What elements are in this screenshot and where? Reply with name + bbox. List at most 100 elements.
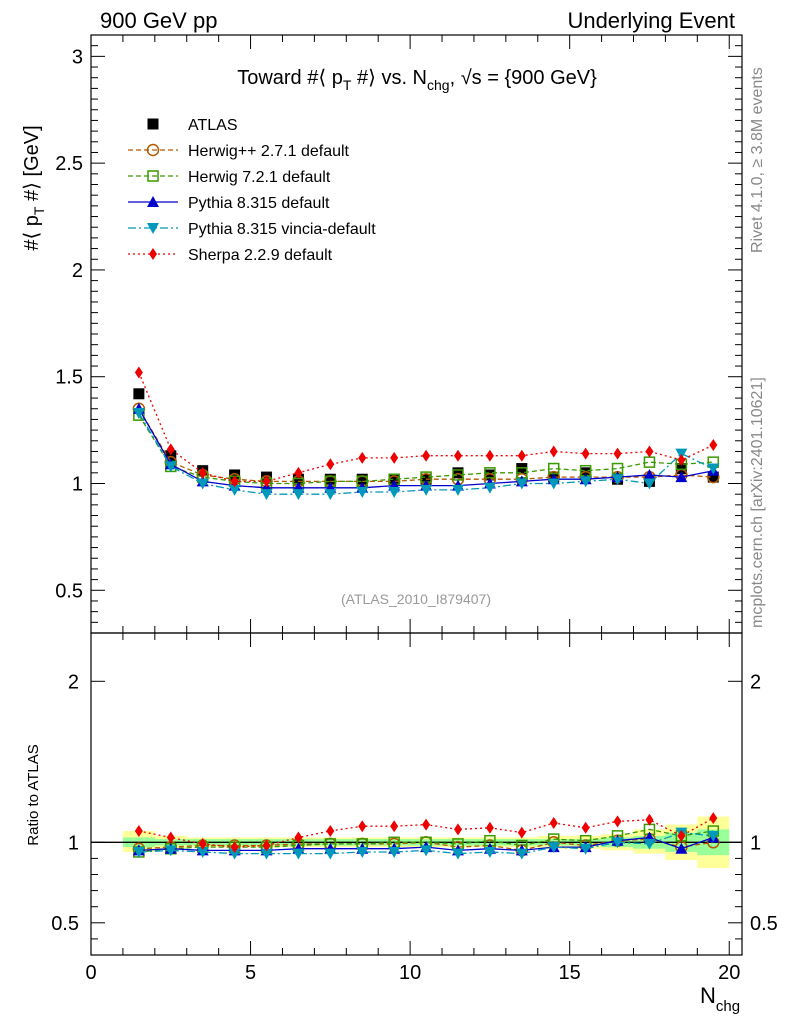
legend-marker-pythia	[147, 196, 159, 207]
ratio-frame	[90, 632, 743, 956]
title-sub-pt: T	[343, 77, 352, 93]
ratio-point-vincia	[260, 848, 273, 860]
title-sub-chg: chg	[427, 77, 450, 93]
main-point-vincia	[515, 478, 528, 490]
ratio-point-sherpa	[613, 815, 622, 828]
ratio-point-sherpa	[390, 820, 399, 833]
x-tick-label: 15	[559, 962, 581, 984]
ratio-point-sherpa	[166, 831, 175, 844]
main-point-ATLAS	[580, 467, 592, 479]
ratio-point-vincia	[164, 845, 177, 857]
main-point-ATLAS	[707, 471, 719, 483]
main-line-sherpa	[138, 372, 714, 483]
main-point-pythia	[675, 471, 688, 483]
mcplots-label: mcplots.cern.ch [arXiv:2401.10621]	[749, 377, 766, 628]
legend-label-pythia: Pythia 8.315 default	[188, 195, 330, 212]
legend-label-ATLAS: ATLAS	[188, 117, 238, 134]
title-part-pre: Toward #⟨ p	[237, 67, 343, 89]
ratio-point-vincia	[483, 846, 496, 858]
ratio-point-vincia	[643, 838, 656, 850]
x-tick-label: 20	[718, 962, 740, 984]
main-point-vincia	[164, 461, 177, 473]
main-panel: 0.511.522.53 Toward #⟨ pT #⟩ vs. Nchg, √…	[21, 34, 743, 634]
ratio-point-vincia	[451, 848, 464, 860]
ratio-panel: 0.5 0.51 12 20 5 10 15 20 Ratio to ATLAS Nchg	[25, 632, 778, 1015]
main-y-tick-label: 1.5	[55, 367, 83, 389]
ratio-point-sherpa	[517, 826, 526, 839]
main-y-tick-label: 2.5	[55, 153, 83, 175]
main-point-sherpa	[134, 366, 143, 379]
main-ticks: 0.5 1 1.5 2 2.5 3	[55, 35, 742, 633]
main-y-tick-label: 2	[72, 260, 83, 282]
legend-marker-vincia	[147, 223, 159, 234]
main-point-vincia	[292, 489, 305, 501]
header-right: Underlying Event	[567, 8, 735, 33]
main-point-sherpa	[517, 449, 526, 462]
ratio-point-vincia	[579, 843, 592, 855]
ratio-y-tick-label-right: 0.5	[750, 913, 778, 935]
legend-marker-sherpa	[149, 248, 157, 260]
title-part-mid: #⟩ vs. N	[351, 67, 427, 89]
main-point-sherpa	[358, 451, 367, 464]
legend-marker-herwigpp	[146, 143, 160, 157]
ratio-point-sherpa	[453, 823, 462, 836]
main-point-vincia	[707, 463, 720, 475]
ratio-marks	[91, 812, 742, 869]
ratio-point-vincia	[707, 830, 720, 842]
legend-label-herwigpp: Herwig++ 2.7.1 default	[188, 143, 350, 160]
ratio-point-sherpa	[134, 825, 143, 838]
ratio-point-sherpa	[485, 821, 494, 834]
main-point-pythia	[643, 468, 656, 480]
ratio-point-vincia	[547, 842, 560, 854]
main-point-sherpa	[198, 466, 207, 479]
xlabel-main: N	[700, 983, 716, 1008]
legend: ATLAS Herwig++ 2.7.1 default Herwig 7.2.1 …	[128, 117, 376, 264]
main-point-ATLAS	[133, 388, 145, 400]
main-point-sherpa	[166, 443, 175, 456]
ratio-point-sherpa	[581, 821, 590, 834]
ratio-ylabel: Ratio to ATLAS	[25, 744, 42, 845]
ratio-point-vincia	[388, 846, 401, 858]
main-y-tick-label: 3	[72, 46, 83, 68]
x-axis-label: Nchg	[700, 983, 740, 1015]
ratio-point-sherpa	[677, 829, 686, 842]
ratio-ticks: 0.5 0.51 12 20 5 10 15 20	[51, 633, 778, 984]
analysis-label: (ATLAS_2010_I879407)	[341, 591, 491, 607]
chart-title: Toward #⟨ pT #⟩ vs. Nchg, √s = {900 GeV}	[237, 67, 597, 93]
main-point-vincia	[420, 484, 433, 496]
ratio-point-sherpa	[230, 841, 239, 854]
ratio-point-sherpa	[549, 816, 558, 829]
x-tick-label: 0	[85, 962, 96, 984]
main-point-vincia	[451, 484, 464, 496]
ratio-point-sherpa	[422, 818, 431, 831]
main-point-vincia	[260, 489, 273, 501]
ylabel-sub: T	[31, 206, 47, 215]
legend-marker-herwig7	[147, 170, 159, 182]
ratio-point-vincia	[196, 846, 209, 858]
main-point-vincia	[579, 476, 592, 488]
main-point-ATLAS	[229, 469, 241, 481]
title-part-post: , √s = {900 GeV}	[450, 67, 598, 89]
main-point-ATLAS	[165, 450, 177, 462]
main-point-vincia	[643, 478, 656, 490]
ratio-point-sherpa	[358, 820, 367, 833]
ratio-point-vincia	[515, 848, 528, 860]
main-point-vincia	[228, 484, 241, 496]
main-point-sherpa	[549, 445, 558, 458]
ratio-y-tick-label: 1	[68, 832, 79, 854]
legend-label-sherpa: Sherpa 2.2.9 default	[188, 247, 333, 264]
main-point-sherpa	[645, 445, 654, 458]
legend-label-herwig7: Herwig 7.2.1 default	[188, 169, 331, 186]
main-point-sherpa	[485, 449, 494, 462]
ratio-y-tick-label: 0.5	[51, 913, 79, 935]
main-point-vincia	[483, 482, 496, 494]
x-tick-label: 5	[245, 962, 256, 984]
main-point-sherpa	[230, 475, 239, 488]
main-point-vincia	[356, 487, 369, 499]
main-point-sherpa	[613, 447, 622, 460]
main-point-vincia	[388, 487, 401, 499]
ylabel-post: #⟩ [GeV]	[21, 125, 43, 206]
ratio-y-tick-label: 2	[68, 671, 79, 693]
main-y-tick-label: 1	[72, 474, 83, 496]
